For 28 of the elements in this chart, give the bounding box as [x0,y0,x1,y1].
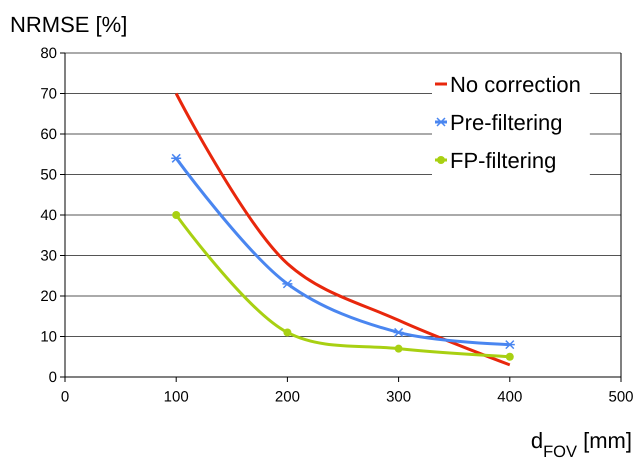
y-axis-title: NRMSE [%] [10,12,128,37]
x-tick-label: 400 [497,388,522,406]
point [283,328,292,336]
legend-label: FP-filtering [450,148,556,173]
y-tick-label: 30 [40,247,57,264]
y-tick-label: 0 [48,368,57,386]
y-tick-label: 60 [40,126,57,143]
legend-label: Pre-filtering [450,110,562,135]
x-tick-label: 500 [608,388,634,406]
y-tick-label: 10 [40,328,57,346]
y-tick-label: 40 [40,206,57,224]
point [506,352,514,361]
point [282,279,294,289]
x-tick-label: 300 [386,388,412,406]
x-tick-label: 200 [274,388,300,406]
y-tick-label: 80 [40,44,57,62]
y-tick-label: 20 [40,288,57,305]
x-tick-label: 100 [164,388,189,406]
point [392,328,404,338]
x-tick-label: 0 [60,388,70,406]
point [504,340,516,350]
point [394,344,403,353]
y-tick-label: 70 [40,85,57,102]
legend-label: No correction [450,72,581,97]
x-axis-title: d$_{FOV}$ [mm] [530,428,632,461]
point [172,211,180,219]
point [170,154,182,164]
y-tick-label: 50 [40,166,57,184]
